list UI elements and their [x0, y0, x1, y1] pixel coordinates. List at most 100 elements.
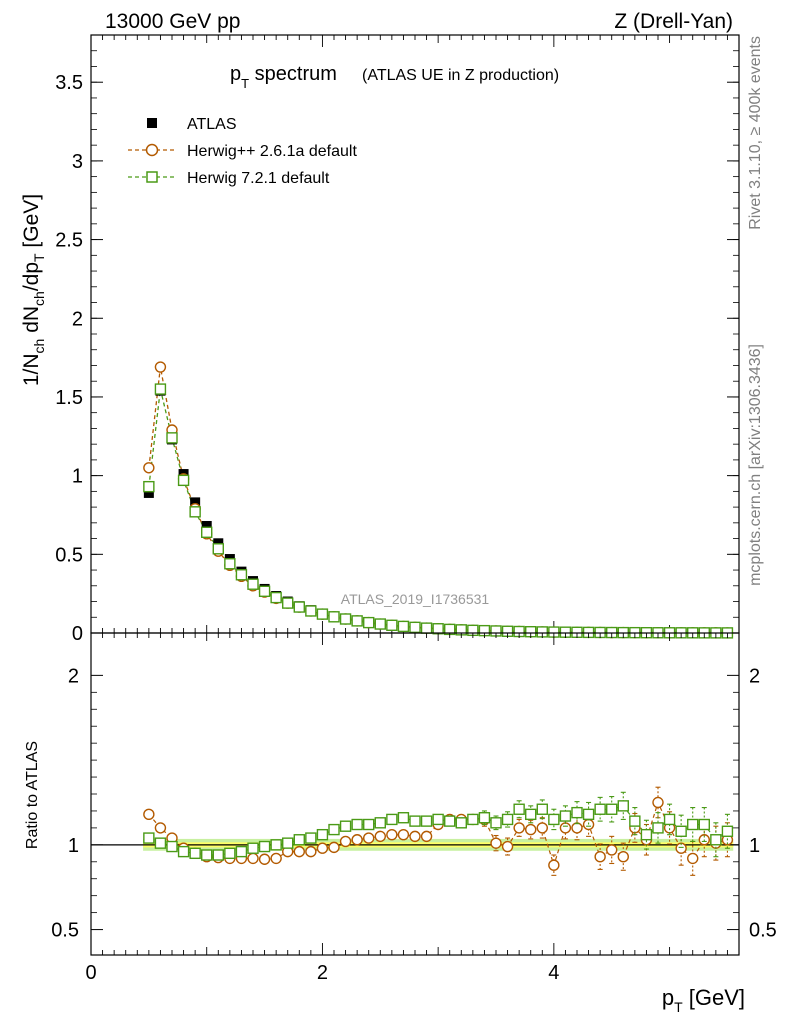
ratio-point-herwigpp	[687, 852, 699, 865]
ratio-point-herwigpp	[501, 840, 514, 853]
ratio-point-herwigpp	[305, 845, 317, 858]
ratio-point-herwig7	[189, 847, 201, 860]
ratio-point-herwig7	[212, 849, 224, 861]
main-point-herwig7	[166, 432, 178, 444]
ratio-point-herwig7	[328, 823, 340, 836]
rivet-label: Rivet 3.1.10, ≥ 400k events	[747, 36, 764, 230]
ratio-point-herwigpp	[293, 845, 305, 858]
main-panel: 0 0.5 1 1.5 2 2.5 3 3.5 pT spectrum (ATLAS UE i…	[20, 34, 740, 645]
main-point-herwig7	[247, 578, 259, 590]
main-point-herwig7	[154, 383, 167, 395]
ratio-point-herwigpp	[363, 832, 375, 844]
ratio-point-herwigpp	[270, 852, 282, 865]
legend-herwigpp-label: Herwig++ 2.6.1a default	[187, 143, 357, 160]
ratio-point-herwig7	[363, 818, 375, 831]
main-point-herwig7	[432, 623, 444, 635]
collision-label: 13000 GeV pp	[105, 10, 240, 33]
ratio-point-herwigpp	[409, 830, 421, 843]
ratio-y-tick-label-right: 0.5	[749, 920, 777, 942]
ratio-point-herwig7	[536, 803, 548, 815]
ratio-line-herwigpp	[148, 800, 728, 868]
ratio-point-herwigpp	[652, 796, 664, 809]
ratio-point-herwigpp	[525, 823, 537, 836]
ratio-y-axis: 0.5 0.5 1 1 2 2	[51, 665, 777, 941]
ratio-point-herwig7	[224, 847, 236, 860]
main-point-herwig7	[235, 569, 248, 581]
legend-herwig7-marker	[146, 171, 158, 183]
main-y-tick-label: 0.5	[55, 544, 83, 566]
ratio-point-herwig7	[386, 813, 398, 826]
main-point-herwig7	[293, 601, 305, 613]
ratio-point-herwigpp	[351, 834, 363, 846]
ratio-point-herwigpp	[582, 818, 595, 831]
ratio-point-herwig7	[663, 813, 676, 826]
plot-title: pT spectrum	[230, 63, 337, 91]
ratio-point-herwig7	[501, 813, 514, 826]
main-point-herwig7	[270, 591, 282, 604]
ratio-point-herwig7	[490, 817, 502, 829]
ratio-point-herwigpp	[143, 808, 155, 821]
plot-title-suffix: (ATLAS UE in Z production)	[362, 67, 559, 84]
main-point-herwig7	[224, 558, 236, 570]
legend-herwigpp-marker	[145, 143, 159, 157]
main-point-herwig7	[282, 597, 294, 609]
ratio-point-herwig7	[571, 806, 583, 819]
ratio-point-herwig7	[687, 818, 699, 831]
ratio-point-herwig7	[409, 815, 421, 827]
ratio-point-herwigpp	[548, 859, 560, 871]
ratio-point-herwig7	[594, 803, 606, 815]
x-tick-label: 0	[85, 962, 96, 984]
legend-atlas-marker	[147, 118, 157, 128]
main-point-herwig7	[189, 506, 201, 518]
ratio-point-herwig7	[444, 815, 456, 827]
x-axis-label: pT [GeV]	[662, 985, 745, 1015]
main-point-herwig7	[258, 585, 271, 597]
ratio-point-herwig7	[698, 818, 710, 831]
mcplots-label: mcplots.cern.ch [arXiv:1306.3436]	[747, 344, 764, 586]
main-y-tick-label: 1.5	[55, 387, 83, 409]
ratio-y-label: Ratio to ATLAS	[24, 741, 41, 849]
main-point-herwigpp	[143, 462, 155, 474]
main-point-herwig7	[339, 613, 352, 625]
main-y-tick-label: 3	[72, 151, 83, 173]
main-point-herwig7	[363, 616, 375, 629]
ratio-point-herwig7	[374, 817, 386, 829]
ratio-point-herwig7	[478, 812, 491, 824]
main-point-atlas	[143, 487, 154, 498]
ratio-point-herwigpp	[490, 837, 502, 849]
ratio-point-herwig7	[467, 813, 479, 826]
main-point-herwig7	[386, 619, 398, 631]
main-y-tick-label: 0	[72, 623, 83, 645]
main-point-herwig7	[316, 608, 329, 620]
analysis-watermark: ATLAS_2019_I1736531	[341, 591, 490, 607]
ratio-point-herwig7	[432, 813, 444, 826]
main-point-herwig7	[328, 611, 340, 623]
ratio-point-herwig7	[640, 828, 653, 841]
ratio-point-herwig7	[721, 825, 734, 837]
ratio-point-herwig7	[548, 813, 560, 826]
ratio-y-tick-label-right: 1	[749, 835, 760, 857]
ratio-y-tick-label: 0.5	[51, 920, 79, 942]
ratio-point-herwigpp	[606, 844, 618, 856]
main-y-tick-label: 3.5	[55, 72, 83, 94]
main-point-herwig7	[201, 526, 213, 538]
x-tick-label: 4	[548, 962, 559, 984]
ratio-point-herwigpp	[420, 830, 433, 843]
ratio-panel: 0.5 0.5 1 1 2 2 0 2 4 Ratio to ATLAS pT [GeV]	[24, 632, 777, 1015]
ratio-point-herwigpp	[559, 822, 572, 834]
ratio-band	[91, 838, 739, 851]
ratio-point-herwigpp	[374, 830, 386, 843]
ratio-point-herwigpp	[594, 851, 606, 863]
main-y-label-text: 1/Nch dNch/dpT [GeV]	[20, 194, 47, 386]
main-point-herwig7	[420, 622, 433, 634]
ratio-x-axis: 0 2 4	[85, 633, 740, 984]
ratio-point-herwig7	[201, 849, 213, 861]
ratio-point-herwig7	[143, 832, 155, 844]
ratio-y-tick-label: 1	[68, 835, 79, 857]
ratio-point-herwig7	[154, 837, 167, 849]
main-y-tick-label: 2.5	[55, 230, 83, 252]
main-y-tick-label: 2	[72, 308, 83, 330]
ratio-point-herwig7	[525, 808, 537, 821]
ratio-point-herwig7	[710, 834, 722, 846]
main-point-herwig7	[305, 605, 317, 617]
